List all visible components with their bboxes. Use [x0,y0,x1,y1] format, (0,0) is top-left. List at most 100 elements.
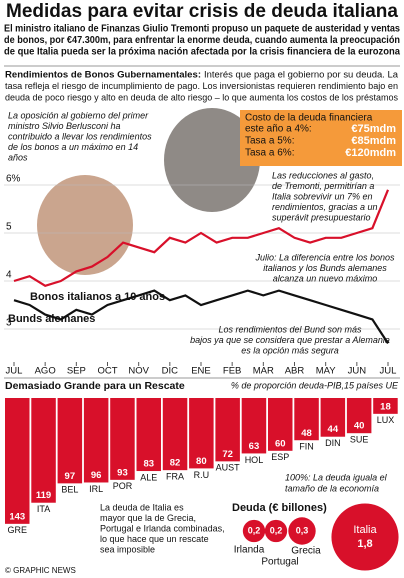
text-line: La deuda de Italia es [100,502,184,512]
text-line: deuda de poco riesgo y alto en deuda de … [5,92,398,102]
text-line: este año a 4%: [245,124,312,135]
x-tick-label: DIC [162,366,179,377]
bar [162,398,188,471]
text-line: Julio: La diferencia entre los bonos [254,252,395,262]
cost-label: Tasa a 5%: [245,136,294,147]
text-line: Las reducciones al gasto, [272,170,374,180]
x-tick-label: ABR [285,366,305,377]
category-label: GRE [7,525,27,535]
section-label: Rendimientos de Bonos Gubernamentales: [5,69,201,79]
y-tick-label: 4 [6,270,12,281]
bar-subtitle: % de proporción deuda-PIB,15 países UE [231,380,399,390]
cost-label: Tasa a 6%: [245,148,294,159]
photo [164,108,260,212]
bubble-value: 0,2 [270,525,283,535]
bar [5,398,30,524]
bar-value: 60 [275,438,286,449]
legend-label: Bunds alemanes [8,313,95,325]
bar [83,398,109,483]
x-tick-label: SEP [67,366,86,377]
bar [268,398,293,451]
title: Medidas para evitar crisis de deuda ital… [6,1,398,22]
bubble [264,519,288,543]
x-tick-label: NOV [128,366,149,377]
bubble-value: 0,3 [296,525,309,535]
x-tick-label: AGO [35,366,56,377]
cost-value: €75mdm [351,123,396,135]
bubble-label: Irlanda [234,545,265,556]
bubble-label: Grecia [291,546,321,557]
text-line: años [8,152,28,162]
category-label: ESP [271,452,289,462]
text-line: El ministro italiano de Finanzas Giulio … [4,24,400,35]
bar-value: 72 [222,449,233,460]
text-line: mayor que la de Grecia, [100,513,196,523]
text-line: Italia sobrevivir un 7% en [272,191,373,201]
bar [320,398,346,437]
x-tick-label: OCT [97,366,117,377]
bubble [331,503,399,571]
footer: © GRAPHIC NEWS [5,566,76,575]
x-tick-label: JUL [6,366,23,377]
y-tick-label: 6% [6,174,21,185]
text-line: lo que hace que un rescate [100,534,209,544]
bar-value: 48 [301,428,312,439]
text-line: de los bonos a un máximo en 14 [8,142,138,152]
category-label: R.U [194,470,210,480]
text-line: bajos ya que se considera que prestar a … [190,335,390,345]
text-line: superávit presupuestario [272,212,371,222]
bar [241,398,267,454]
x-tick-label: MAR [253,366,274,377]
text-line: contribuido a llevar los rendimientos [8,131,152,141]
bar-value: 96 [91,470,102,481]
bar [215,398,240,462]
bar-value: 97 [65,471,76,482]
text-line: alcanza un nuevo máximo [273,273,378,283]
category-label: FIN [299,442,314,452]
bar [294,398,319,441]
text-line: es la opción más segura [241,345,339,355]
bar-value: 119 [36,490,51,501]
bar-value: 80 [196,456,207,467]
bubble-title: Deuda (€ billones) [232,502,327,514]
text-line: de Tremonti, permitirían a [272,181,374,191]
text-line: sea imposible [100,544,155,554]
text-line: Portugal e Irlanda combinadas, [100,523,225,533]
category-label: ITA [37,504,50,514]
category-label: IRL [89,484,103,494]
bar [373,398,398,414]
bar-value: 83 [143,459,154,470]
bubble-value: 1,8 [357,538,372,550]
x-tick-label: ENE [191,366,211,377]
bar-value: 44 [328,424,339,435]
category-label: DIN [325,438,341,448]
category-label: HOL [245,455,264,465]
bubble [288,517,316,545]
text-line: de bonos, por €47.300m, para enfrentar l… [4,35,400,46]
text-line: tamaño de la economía [285,483,379,493]
text-line: Los rendimientos del Bund son más [218,324,362,334]
category-label: AUST [216,463,241,473]
x-tick-label: JUL [380,366,397,377]
bar [57,398,83,484]
category-label: POR [113,481,133,491]
bar [189,398,214,469]
bubble-label: Portugal [261,557,298,568]
bar-value: 40 [354,421,365,432]
cost-box [240,110,402,166]
text-line: Interés que paga el gobierno por su deud… [204,69,398,79]
bar-value: 18 [380,401,391,412]
series-line [13,289,389,344]
x-tick-label: MAY [316,366,337,377]
bubble-value: 0,2 [248,525,261,535]
text-line: ministro Silvio Berlusconi ha [8,121,121,131]
category-label: FRA [166,472,184,482]
bar [31,398,56,503]
text-line: 100%: La deuda iguala el [285,472,388,482]
text-line: tasa refleja el riesgo de incumplimiento… [5,81,398,91]
text-line: italianos y los Bunds alemanes [263,263,387,273]
category-label: LUX [377,415,395,425]
bar-value: 143 [9,511,25,522]
